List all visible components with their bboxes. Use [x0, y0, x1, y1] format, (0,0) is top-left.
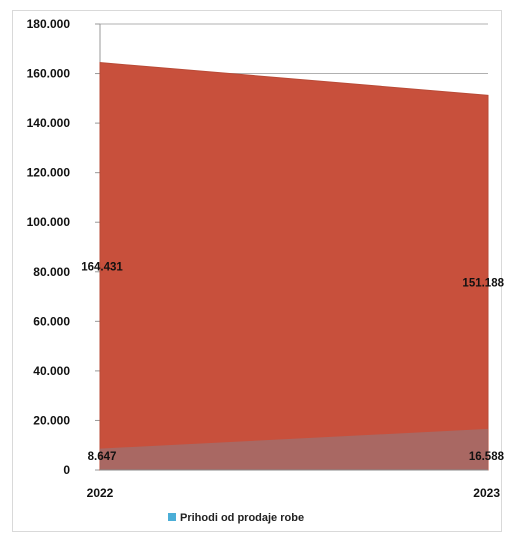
y-tick-label: 140.000: [27, 116, 71, 130]
y-tick-label: 180.000: [27, 17, 71, 31]
y-tick-label: 160.000: [27, 67, 71, 81]
y-tick-label: 0: [63, 463, 70, 477]
legend-label-prihodi: Prihodi od prodaje robe: [180, 512, 304, 524]
y-tick-label: 80.000: [33, 265, 70, 279]
y-tick-label: 40.000: [33, 364, 70, 378]
y-tick-label: 120.000: [27, 166, 71, 180]
area-series-prihodi: [100, 428, 488, 470]
area-series-upper: [99, 62, 489, 471]
data-label-prihodi: 8.647: [88, 451, 117, 463]
y-tick-label: 100.000: [27, 215, 71, 229]
y-tick-label: 60.000: [33, 314, 70, 328]
data-label-prihodi: 16.588: [469, 451, 505, 463]
x-category-label: 2022: [87, 486, 114, 500]
y-tick-label: 20.000: [33, 413, 70, 427]
x-category-label: 2023: [473, 486, 500, 500]
legend-swatch-prihodi: [168, 513, 176, 521]
data-label-upper: 151.188: [462, 278, 504, 290]
data-label-upper: 164.431: [81, 261, 123, 273]
